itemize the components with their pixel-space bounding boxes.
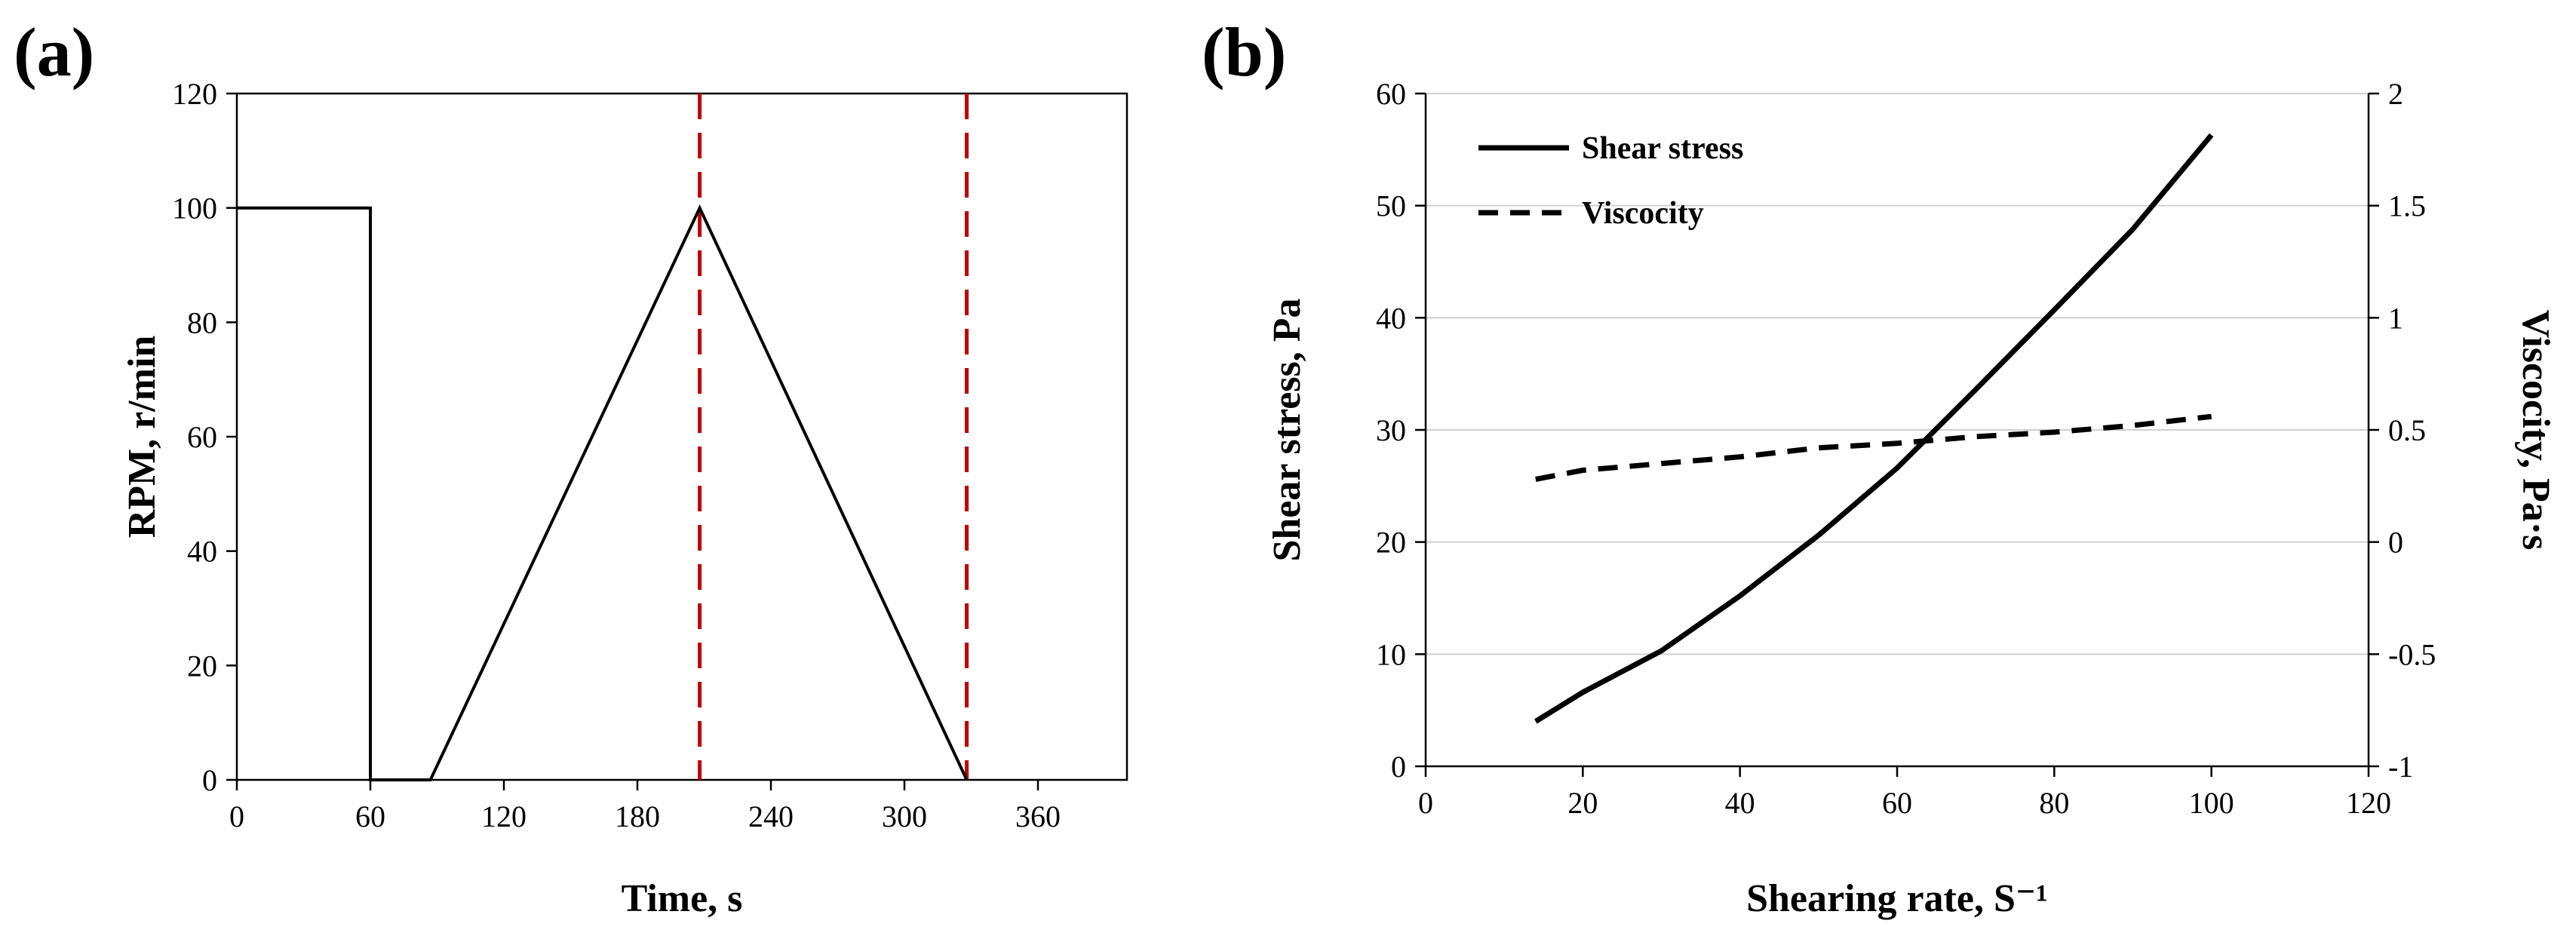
panel-a-y-tick-label: 80: [187, 305, 217, 339]
panel-a-x-axis-title: Time, s: [622, 877, 743, 920]
panel-b-right-y-tick-label: -1: [2388, 750, 2413, 784]
panel-b-x-tick-label: 40: [1725, 786, 1755, 820]
panel-b-left-y-tick-label: 10: [1376, 637, 1406, 671]
panel-b-left-y-tick-label: 50: [1376, 189, 1406, 223]
panel-b-gridlines: [1426, 93, 2369, 655]
panel-b-x-ticks: 0 20 40 60 80 100 120: [1418, 766, 2391, 820]
panel-b-right-y-tick-label: -0.5: [2388, 637, 2436, 671]
panel-b-left-y-tick-label: 20: [1376, 526, 1406, 560]
legend-shear-stress-label: Shear stress: [1582, 131, 1743, 166]
panel-b-right-y-tick-label: 2: [2388, 77, 2403, 111]
panel-b-x-tick-label: 80: [2039, 786, 2069, 820]
panel-b-shear-stress-line: [1534, 133, 2214, 724]
panel-b-x-axis-title: Shearing rate, S⁻¹: [1746, 877, 2048, 920]
panel-b-x-tick-label: 20: [1567, 786, 1598, 820]
panel-b-left-y-tick-label: 40: [1376, 301, 1406, 335]
panel-a-y-tick-label: 20: [187, 649, 217, 683]
panel-b-left-y-tick-label: 60: [1376, 77, 1406, 111]
panel-a-y-ticks: 0 20 40 60 80 100 120: [172, 77, 237, 797]
panel-a-x-ticks: 0 60 120 180 240 300 360: [229, 780, 1061, 833]
panel-a-x-tick-label: 60: [355, 799, 385, 833]
panel-b-right-y-tick-label: 0: [2388, 526, 2403, 560]
panel-b-legend: Shear stress Viscocity: [1478, 131, 1743, 231]
panel-b-left-y-ticks: 0 10 20 30 40 50 60: [1376, 77, 1426, 784]
panel-a-x-tick-label: 120: [481, 799, 527, 833]
panel-b-label: (b): [1202, 14, 1286, 91]
panel-a-series: [237, 204, 969, 781]
panel-b-x-tick-label: 0: [1418, 786, 1433, 820]
panel-a-y-tick-label: 40: [187, 535, 217, 569]
panel-b-right-y-ticks: -1 -0.5 0 0.5 1 1.5 2: [2369, 77, 2436, 784]
panel-a-label: (a): [14, 14, 94, 91]
legend-viscocity-label: Viscocity: [1582, 196, 1704, 231]
panel-a-y-axis-title: RPM, r/min: [121, 336, 164, 539]
panel-b-right-y-tick-label: 0.5: [2388, 413, 2426, 447]
panel-b-right-y-axis-title: Viscocity, Pa·s: [2514, 310, 2557, 551]
panel-a-x-tick-label: 300: [882, 799, 927, 833]
panel-b-x-tick-label: 100: [2189, 786, 2234, 820]
panel-a-y-tick-label: 60: [187, 420, 217, 454]
panel-b-left-y-tick-label: 0: [1391, 750, 1406, 784]
panel-a-x-tick-label: 360: [1015, 799, 1061, 833]
panel-a-y-tick-label: 120: [172, 77, 217, 111]
panel-b-series: [1534, 133, 2214, 724]
panel-b-x-tick-label: 120: [2346, 786, 2391, 820]
panel-a-x-tick-label: 0: [229, 799, 244, 833]
panel-a-y-tick-label: 0: [202, 763, 217, 797]
panel-b-right-y-tick-label: 1.5: [2388, 189, 2426, 223]
panel-b-left-y-tick-label: 30: [1376, 413, 1406, 447]
panel-a-x-tick-label: 180: [615, 799, 660, 833]
panel-a-reference-lines: [698, 94, 969, 780]
panel-b-left-y-axis-title: Shear stress, Pa: [1266, 298, 1309, 561]
panel-a-y-tick-label: 100: [172, 192, 217, 226]
panel-b-viscocity-line: [1535, 413, 2212, 482]
panel-a: (a) 0 60 120 180 240 300 360 0 20 40 60 80 100 120 T…: [14, 14, 1128, 920]
panel-a-x-tick-label: 240: [748, 799, 794, 833]
panel-b-x-tick-label: 60: [1882, 786, 1912, 820]
panel-b-right-y-tick-label: 1: [2388, 301, 2403, 335]
panel-a-rpm-line: [237, 204, 969, 781]
